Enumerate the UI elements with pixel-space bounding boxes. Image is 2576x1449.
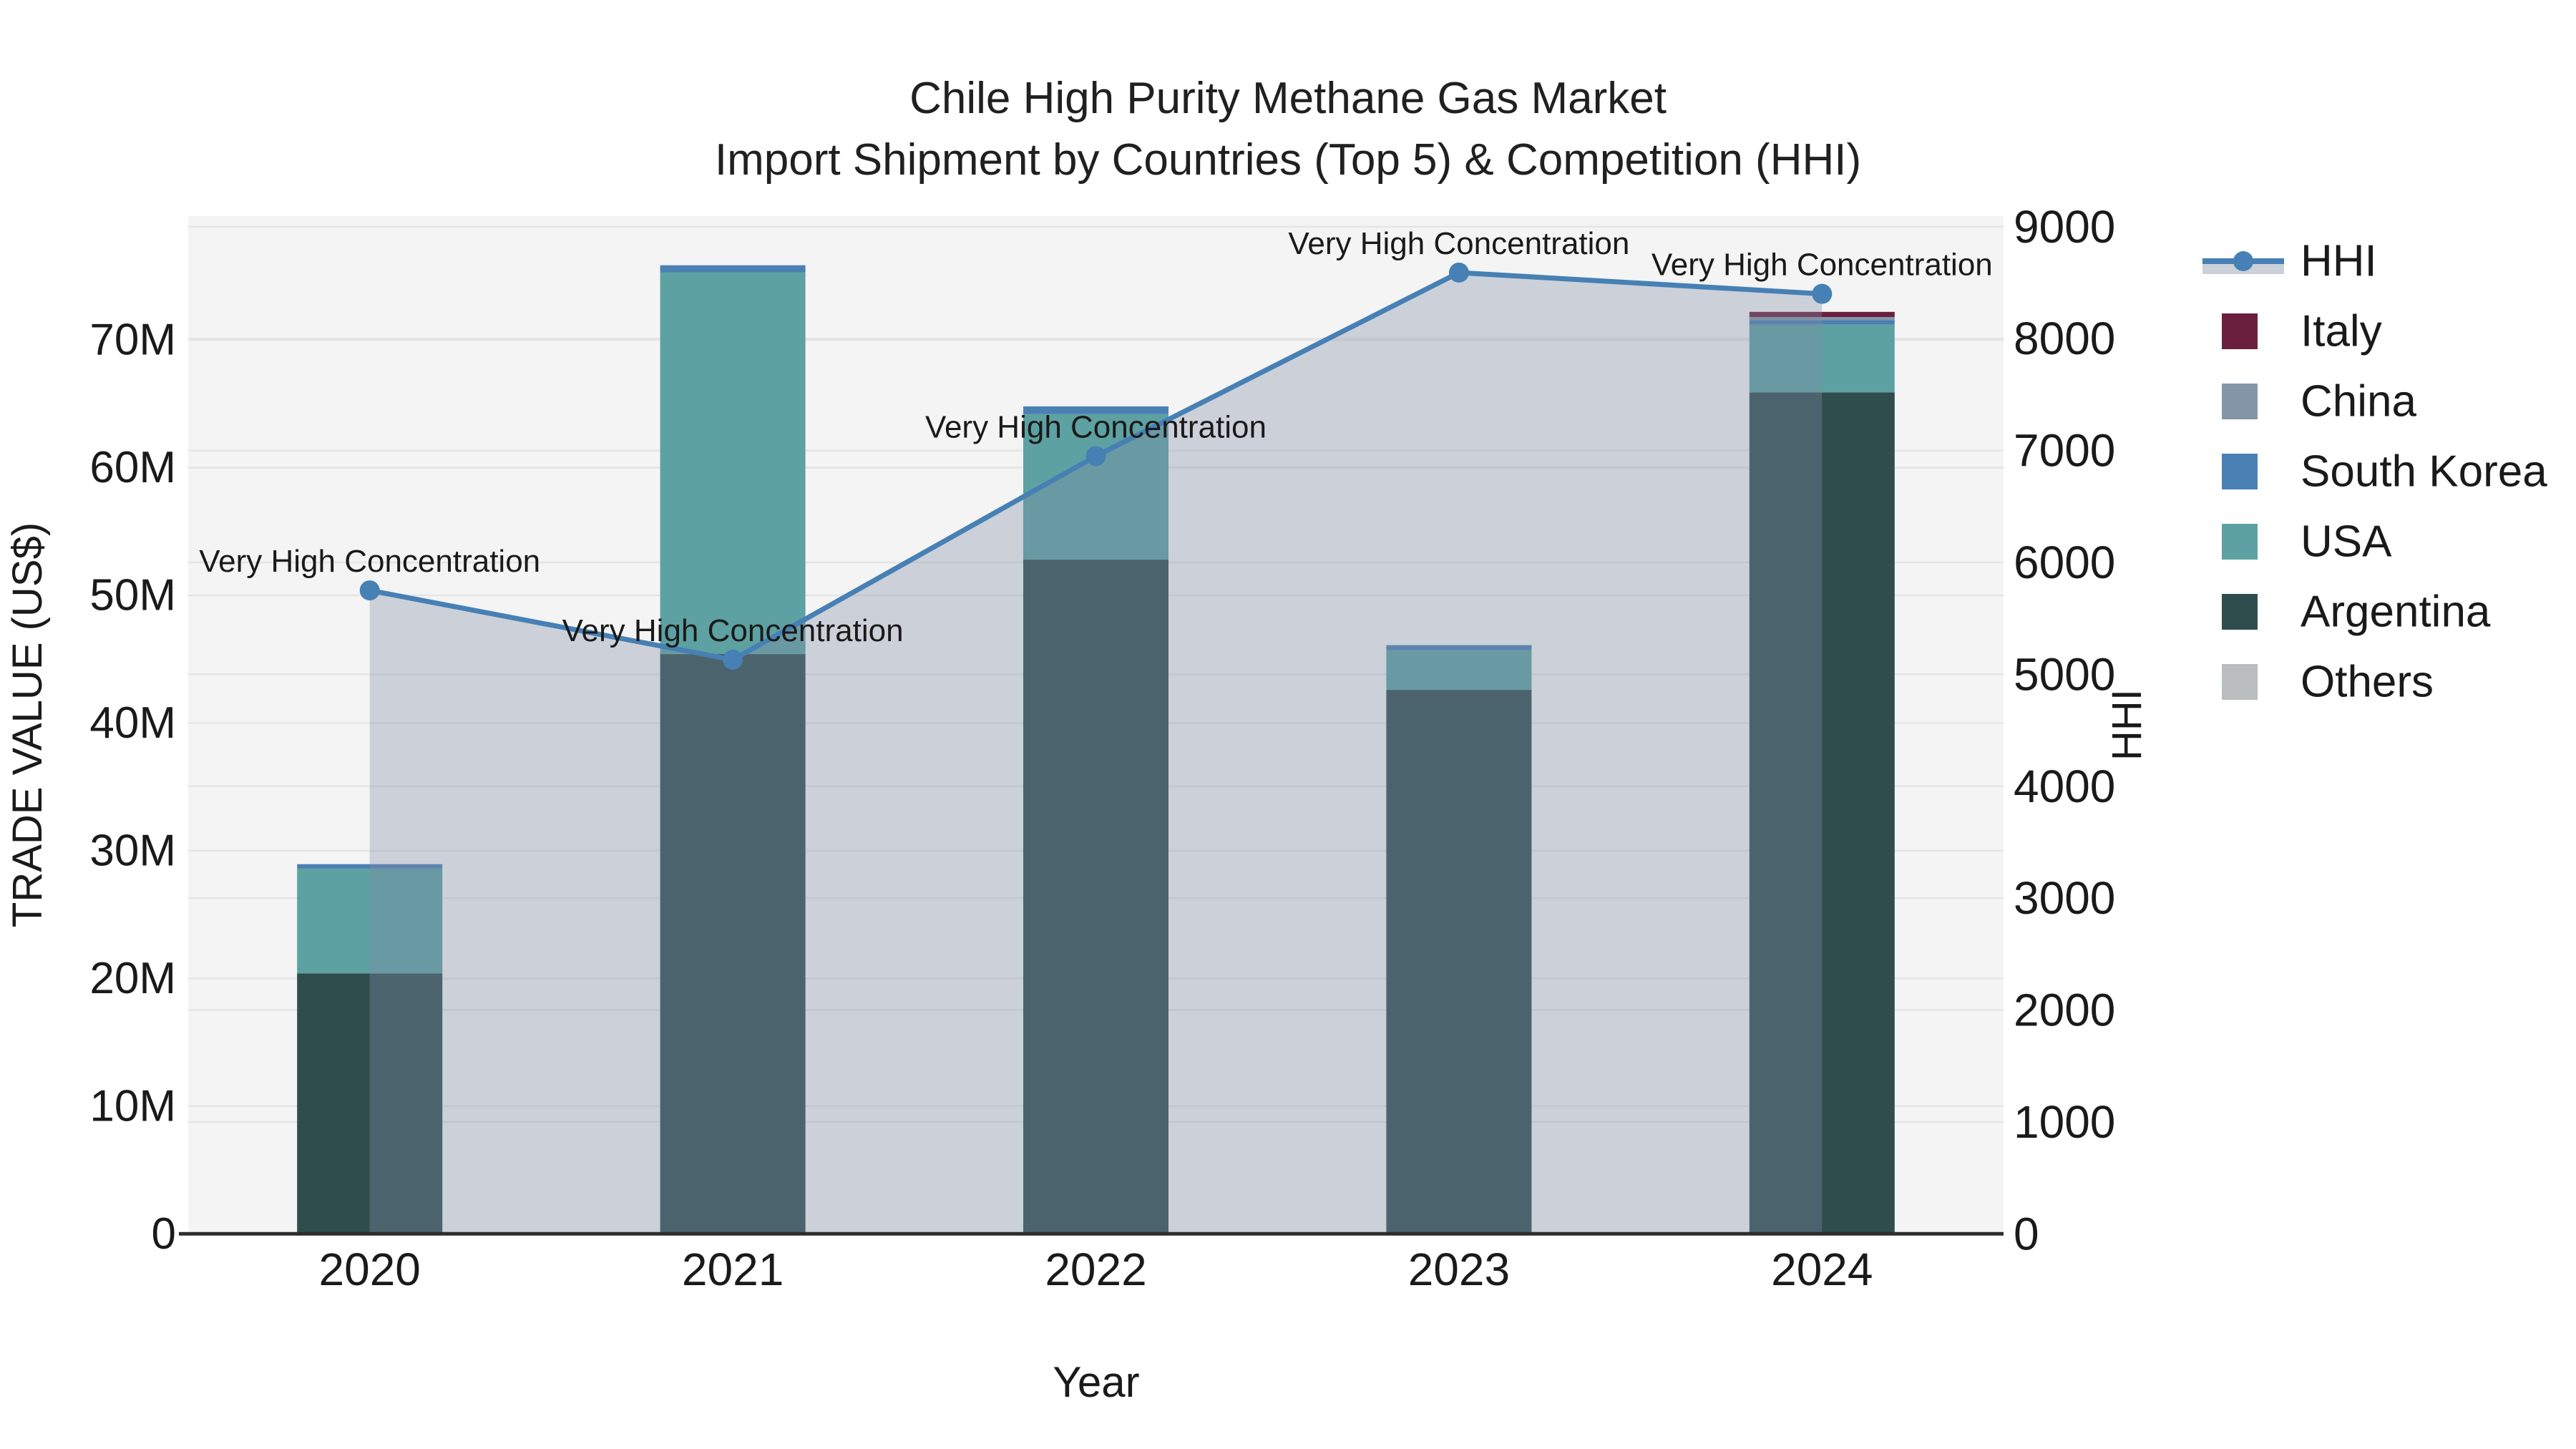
- bar-2024-argentina: [1749, 392, 1895, 1234]
- hhi-marker-2020: [359, 580, 380, 601]
- y-left-axis-title: TRADE VALUE (US$): [4, 522, 51, 927]
- y-right-tick-1000: 1000: [2014, 1096, 2115, 1148]
- legend-swatch-italy: [2222, 313, 2258, 349]
- stacked-bars-layer: [297, 265, 1895, 1234]
- y-right-tick-3000: 3000: [2014, 872, 2115, 924]
- y-right-tick-4000: 4000: [2014, 761, 2115, 812]
- hhi-marker-2022: [1085, 446, 1106, 467]
- x-tick-2021: 2021: [682, 1244, 784, 1295]
- y-left-tick-10M: 10M: [89, 1081, 176, 1131]
- y-right-tick-7000: 7000: [2014, 425, 2115, 477]
- x-tick-2024: 2024: [1771, 1244, 1873, 1295]
- y-right-tick-6000: 6000: [2014, 537, 2115, 588]
- bar-2022-usa: [1023, 414, 1169, 560]
- legend-item-usa: USA: [2222, 517, 2392, 567]
- bar-2024-china: [1749, 316, 1895, 321]
- x-tick-2023: 2023: [1408, 1244, 1510, 1295]
- hhi-marker-2023: [1448, 262, 1469, 283]
- y-left-tick-50M: 50M: [89, 571, 176, 620]
- chart-title-line2: Import Shipment by Countries (Top 5) & C…: [715, 135, 1861, 185]
- legend-label-china: China: [2301, 377, 2417, 426]
- y-right-axis-title: HHI: [2104, 689, 2150, 761]
- bar-2023-argentina: [1386, 690, 1532, 1234]
- legend-label-italy: Italy: [2301, 307, 2382, 356]
- y-right-tick-8000: 8000: [2014, 313, 2115, 364]
- x-axis-title: Year: [1053, 1358, 1139, 1406]
- chart-title-line1: Chile High Purity Methane Gas Market: [909, 74, 1667, 123]
- legend-item-hhi: HHI: [2202, 237, 2377, 286]
- x-tick-2020: 2020: [319, 1244, 421, 1295]
- legend-hhi-marker-icon: [2233, 251, 2253, 271]
- legend-item-argentina: Argentina: [2222, 587, 2491, 637]
- y-left-tick-0: 0: [152, 1209, 176, 1259]
- y-left-tick-20M: 20M: [89, 954, 176, 1003]
- y-left-tick-30M: 30M: [89, 826, 176, 875]
- y-right-tick-5000: 5000: [2014, 648, 2115, 700]
- tick-labels-layer: 0 10M 20M 30M 40M 50M 60M 70M 0 1000 2000 3000 4000 5…: [89, 201, 2115, 1295]
- bar-2020-usa: [297, 868, 443, 974]
- annotation-2021: Very High Concentration: [562, 613, 904, 648]
- bar-2024-italy: [1749, 311, 1895, 317]
- hhi-marker-2021: [723, 650, 743, 670]
- bar-2021-south-korea: [660, 265, 806, 273]
- legend-label-hhi: HHI: [2301, 237, 2377, 286]
- legend-swatch-south-korea: [2222, 454, 2258, 489]
- bar-2024-south-korea: [1749, 320, 1895, 325]
- bar-2020-argentina: [297, 973, 443, 1234]
- bar-2022-argentina: [1023, 560, 1169, 1234]
- legend-label-south-korea: South Korea: [2301, 447, 2547, 497]
- legend-swatch-argentina: [2222, 594, 2258, 630]
- legend-swatch-usa: [2222, 524, 2258, 560]
- annotation-2023: Very High Concentration: [1288, 226, 1629, 261]
- annotation-2020: Very High Concentration: [199, 544, 540, 579]
- bar-2022-south-korea: [1023, 406, 1169, 414]
- legend-item-china: China: [2222, 377, 2417, 426]
- bar-2020-south-korea: [297, 864, 443, 869]
- y-left-tick-60M: 60M: [89, 443, 176, 492]
- legend: HHI Italy China South Korea USA Argentina Othe…: [2202, 237, 2547, 707]
- bar-2024-usa: [1749, 324, 1895, 393]
- bar-2021-usa: [660, 272, 806, 655]
- legend-label-usa: USA: [2301, 517, 2392, 567]
- hhi-area-fill: [369, 272, 1823, 1234]
- legend-item-others: Others: [2222, 658, 2434, 707]
- legend-item-italy: Italy: [2222, 307, 2382, 356]
- x-tick-2022: 2022: [1045, 1244, 1146, 1295]
- y-left-tick-70M: 70M: [89, 316, 176, 365]
- bar-2023-usa: [1386, 650, 1532, 691]
- legend-label-others: Others: [2301, 658, 2434, 707]
- annotation-2024: Very High Concentration: [1652, 248, 1993, 283]
- annotations-layer: Very High Concentration Very High Concent…: [199, 226, 1993, 648]
- legend-item-south-korea: South Korea: [2222, 447, 2547, 497]
- annotation-2022: Very High Concentration: [925, 409, 1267, 444]
- bar-2021-argentina: [660, 654, 806, 1234]
- legend-swatch-china: [2222, 384, 2258, 419]
- hhi-line-layer: [359, 262, 1833, 670]
- y-right-tick-0: 0: [2014, 1208, 2039, 1259]
- bar-2023-south-korea: [1386, 645, 1532, 650]
- y-right-tick-2000: 2000: [2014, 985, 2115, 1036]
- legend-swatch-others: [2222, 664, 2258, 700]
- y-left-tick-40M: 40M: [89, 698, 176, 748]
- legend-label-argentina: Argentina: [2301, 587, 2491, 637]
- hhi-area-layer: [369, 272, 1823, 1234]
- hhi-marker-2024: [1812, 283, 1833, 304]
- y-right-tick-9000: 9000: [2014, 201, 2115, 253]
